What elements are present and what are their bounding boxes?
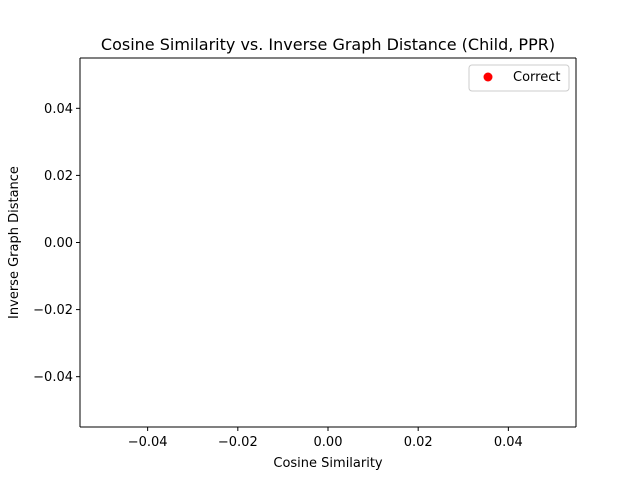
y-axis-ticks: −0.04 −0.02 0.00 0.02 0.04 — [33, 102, 80, 385]
y-axis-label: Inverse Graph Distance — [7, 166, 22, 319]
x-tick-label: 0.02 — [404, 435, 433, 450]
legend: Correct — [468, 64, 570, 92]
chart-title: Cosine Similarity vs. Inverse Graph Dist… — [101, 35, 555, 54]
y-tick-label: 0.02 — [44, 169, 73, 184]
legend-label-correct: Correct — [513, 70, 560, 85]
plot-area — [80, 58, 576, 427]
x-tick-label: 0.00 — [314, 435, 343, 450]
y-tick-label: 0.00 — [44, 236, 73, 251]
y-tick-label: −0.04 — [33, 370, 73, 385]
x-tick-label: −0.04 — [128, 435, 168, 450]
x-axis-ticks: −0.04 −0.02 0.00 0.02 0.04 — [128, 427, 523, 450]
y-tick-label: 0.04 — [44, 102, 73, 117]
x-tick-label: −0.02 — [218, 435, 258, 450]
legend-marker-correct — [483, 72, 493, 82]
x-tick-label: 0.04 — [494, 435, 523, 450]
y-tick-label: −0.02 — [33, 303, 73, 318]
legend-box — [468, 64, 570, 92]
x-axis-label: Cosine Similarity — [273, 456, 383, 471]
